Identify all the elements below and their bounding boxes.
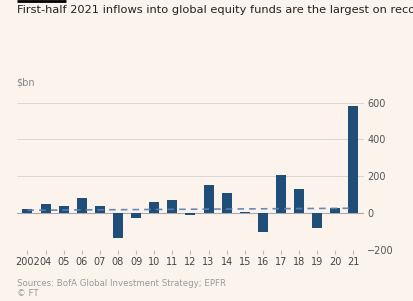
Bar [311,213,321,228]
Bar [113,213,123,238]
Bar [330,208,339,213]
Bar [59,206,69,213]
Text: Sources: BofA Global Investment Strategy; EPFR
© FT: Sources: BofA Global Investment Strategy… [17,279,225,298]
Bar [221,193,231,213]
Bar [239,212,249,213]
Bar [275,175,285,213]
Bar [95,206,104,213]
Text: $bn: $bn [17,77,35,87]
Bar [22,209,32,213]
Bar [149,202,159,213]
Bar [257,213,267,232]
Bar [293,189,304,213]
Bar [167,200,177,213]
Bar [348,106,358,213]
Bar [76,198,87,213]
Bar [185,213,195,215]
Bar [131,213,141,218]
Bar [40,204,50,213]
Text: First-half 2021 inflows into global equity funds are the largest on record: First-half 2021 inflows into global equi… [17,5,413,14]
Bar [203,185,213,213]
